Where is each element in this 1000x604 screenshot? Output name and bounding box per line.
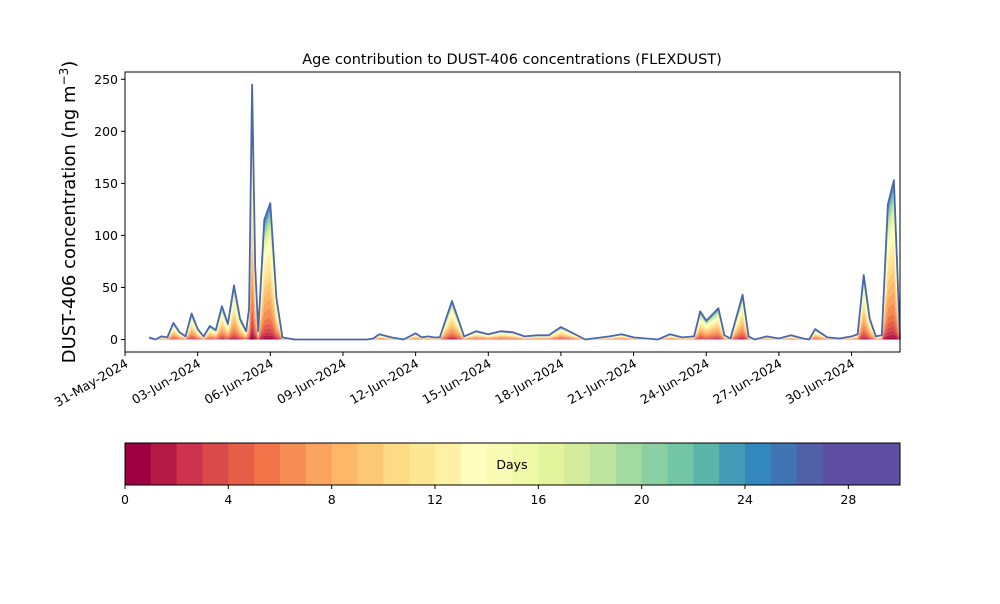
colorbar-swatch bbox=[822, 443, 849, 485]
colorbar-swatch bbox=[796, 443, 823, 485]
colorbar-swatch bbox=[435, 443, 462, 485]
x-tick-label: 24-Jun-2024 bbox=[638, 356, 712, 407]
age-band-area bbox=[149, 297, 900, 340]
colorbar-swatch bbox=[667, 443, 694, 485]
y-tick-label: 200 bbox=[94, 124, 118, 139]
colorbar-tick-label: 28 bbox=[840, 492, 856, 507]
colorbar-swatch bbox=[228, 443, 255, 485]
x-tick-label: 21-Jun-2024 bbox=[565, 356, 639, 407]
x-axis: 31-May-202403-Jun-202406-Jun-202409-Jun-… bbox=[52, 352, 857, 410]
colorbar-swatch bbox=[409, 443, 436, 485]
colorbar-tick-label: 24 bbox=[737, 492, 753, 507]
colorbar-swatch bbox=[305, 443, 333, 485]
y-tick-label: 150 bbox=[94, 176, 118, 191]
age-band-area bbox=[149, 228, 900, 340]
colorbar-swatch bbox=[874, 443, 901, 485]
age-band-area bbox=[149, 308, 900, 340]
age-band-area bbox=[149, 126, 900, 340]
y-axis-label-text: DUST-406 concentration (ng m bbox=[59, 85, 80, 363]
age-band-area bbox=[149, 119, 900, 340]
colorbar-swatch bbox=[254, 443, 281, 485]
age-band-area bbox=[149, 160, 900, 340]
chart-title: Age contribution to DUST-406 concentrati… bbox=[302, 52, 722, 68]
x-tick-label: 18-Jun-2024 bbox=[492, 356, 566, 407]
colorbar-swatch bbox=[150, 443, 178, 485]
total-concentration-line bbox=[148, 83, 901, 341]
colorbar-tick-label: 12 bbox=[427, 492, 443, 507]
age-band-area bbox=[149, 336, 900, 340]
age-band-area bbox=[149, 194, 900, 340]
colorbar: 0 4 8 12 16 20 24 28 bbox=[121, 442, 901, 507]
colorbar-label: Days bbox=[496, 457, 527, 472]
colorbar-swatch bbox=[125, 443, 152, 485]
colorbar-swatch bbox=[641, 443, 668, 485]
x-tick-label: 03-Jun-2024 bbox=[129, 356, 203, 407]
colorbar-swatch bbox=[615, 443, 643, 485]
colorbar-swatch bbox=[719, 443, 746, 485]
x-tick-label: 12-Jun-2024 bbox=[347, 356, 421, 407]
age-band-area bbox=[149, 317, 900, 340]
colorbar-tick-label: 20 bbox=[634, 492, 650, 507]
y-tick-label: 100 bbox=[94, 228, 118, 243]
x-tick-label: 06-Jun-2024 bbox=[202, 356, 276, 407]
colorbar-swatch bbox=[357, 443, 384, 485]
total-line bbox=[148, 83, 901, 341]
colorbar-swatch bbox=[770, 443, 798, 485]
y-axis-label-superscript: −3 bbox=[57, 68, 71, 86]
colorbar-swatch bbox=[176, 443, 203, 485]
age-band-area bbox=[149, 150, 900, 340]
y-axis: 0 50 100 150 200 250 bbox=[94, 72, 125, 347]
colorbar-swatch bbox=[512, 443, 539, 485]
y-axis-label: DUST-406 concentration (ng m−3) bbox=[57, 61, 80, 364]
colorbar-swatch bbox=[693, 443, 720, 485]
colorbar-swatch bbox=[486, 443, 513, 485]
colorbar-swatch bbox=[202, 443, 229, 485]
x-tick-label: 27-Jun-2024 bbox=[710, 356, 784, 407]
age-band-area bbox=[149, 331, 900, 340]
x-tick-label: 09-Jun-2024 bbox=[274, 356, 348, 407]
colorbar-frame bbox=[124, 442, 901, 486]
y-axis-label-close: ) bbox=[59, 61, 80, 68]
colorbar-swatch bbox=[280, 443, 307, 485]
age-band-area bbox=[149, 211, 900, 340]
colorbar-swatch bbox=[745, 443, 772, 485]
age-band-area bbox=[149, 141, 900, 340]
x-tick-label: 30-Jun-2024 bbox=[783, 356, 857, 407]
x-tick-label: 15-Jun-2024 bbox=[420, 356, 494, 407]
y-tick-label: 50 bbox=[102, 280, 118, 295]
age-band-area bbox=[149, 177, 900, 340]
colorbar-tick-label: 16 bbox=[530, 492, 546, 507]
colorbar-tick-label: 4 bbox=[224, 492, 232, 507]
age-band-area bbox=[149, 245, 900, 340]
age-band-area bbox=[149, 133, 900, 340]
age-band-area bbox=[149, 263, 900, 340]
colorbar-swatch bbox=[538, 443, 565, 485]
plot-frame bbox=[124, 71, 901, 353]
y-tick-label: 250 bbox=[94, 72, 118, 87]
colorbar-swatch bbox=[590, 443, 617, 485]
stacked-age-areas bbox=[149, 84, 900, 340]
colorbar-swatch bbox=[564, 443, 591, 485]
y-tick-label: 0 bbox=[110, 332, 118, 347]
colorbar-tick-label: 8 bbox=[328, 492, 336, 507]
age-band-area bbox=[149, 325, 900, 340]
age-band-area bbox=[149, 280, 900, 340]
colorbar-swatch bbox=[460, 443, 488, 485]
colorbar-swatch bbox=[331, 443, 358, 485]
colorbar-swatch bbox=[383, 443, 410, 485]
colorbar-tick-label: 0 bbox=[121, 492, 129, 507]
colorbar-swatch bbox=[848, 443, 875, 485]
